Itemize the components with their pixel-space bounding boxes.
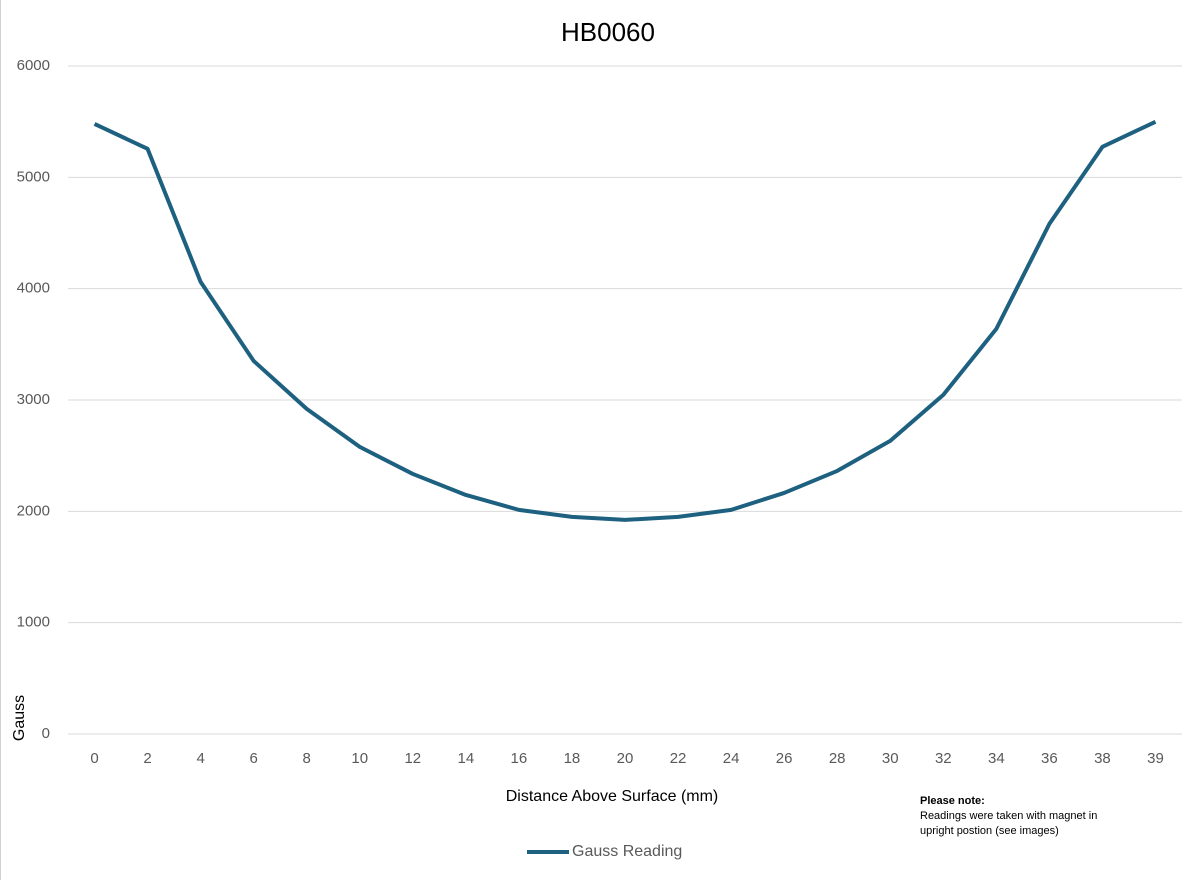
- note-line: Readings were taken with magnet in: [920, 810, 1097, 822]
- x-tick-label: 34: [988, 750, 1005, 767]
- x-tick-label: 0: [90, 750, 98, 767]
- chart-title: HB0060: [561, 17, 655, 47]
- x-tick-label: 8: [303, 750, 311, 767]
- data-line: [93, 119, 1157, 522]
- x-tick-label: 26: [776, 750, 793, 767]
- x-tick-label: 24: [723, 750, 740, 767]
- y-tick-label: 0: [42, 725, 50, 742]
- x-tick-label: 10: [351, 750, 368, 767]
- note-title: Please note:: [920, 795, 985, 807]
- x-tick-label: 4: [196, 750, 204, 767]
- x-tick-label: 30: [882, 750, 899, 767]
- note-line: upright postion (see images): [920, 825, 1059, 837]
- x-tick-label: 6: [249, 750, 257, 767]
- x-axis-title: Distance Above Surface (mm): [506, 788, 719, 805]
- y-tick-label: 5000: [17, 168, 50, 185]
- x-tick-label: 39: [1147, 750, 1164, 767]
- y-tick-label: 1000: [17, 614, 50, 631]
- y-axis-title: Gauss: [11, 695, 28, 741]
- y-tick-label: 6000: [17, 57, 50, 74]
- x-tick-label: 22: [670, 750, 687, 767]
- y-tick-label: 4000: [17, 280, 50, 297]
- x-tick-label: 20: [617, 750, 634, 767]
- x-tick-label: 14: [458, 750, 475, 767]
- x-tick-label: 18: [564, 750, 581, 767]
- x-tick-label: 28: [829, 750, 846, 767]
- x-tick-label: 2: [143, 750, 151, 767]
- x-tick-label: 12: [404, 750, 421, 767]
- legend-label: Gauss Reading: [572, 843, 682, 860]
- x-tick-label: 38: [1094, 750, 1111, 767]
- x-tick-label: 16: [511, 750, 528, 767]
- y-tick-label: 3000: [17, 391, 50, 408]
- x-tick-label: 32: [935, 750, 952, 767]
- x-tick-label: 36: [1041, 750, 1058, 767]
- y-tick-label: 2000: [17, 502, 50, 519]
